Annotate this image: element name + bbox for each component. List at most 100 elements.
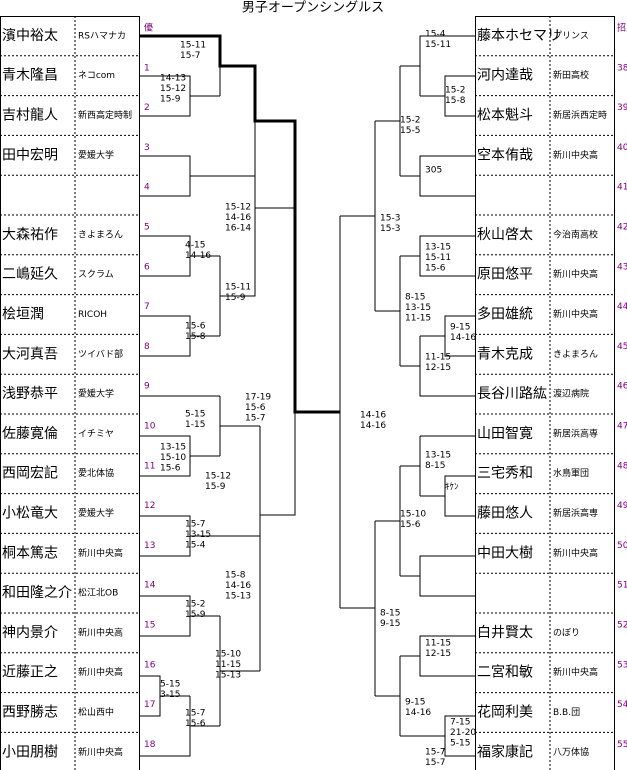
player-team: 新川中央高 xyxy=(553,547,598,559)
player-name: 藤本ホセマリ xyxy=(477,28,561,44)
match-score: 15-7 xyxy=(180,51,200,61)
match-score: 9-15 xyxy=(450,323,470,333)
match-score: 17-19 xyxy=(245,393,271,403)
draw-number: 15 xyxy=(144,621,155,631)
player-name: 白井賢太 xyxy=(477,625,533,641)
player-team: 新居浜西定時 xyxy=(553,109,607,121)
match-score: 8-15 xyxy=(405,293,425,303)
match-score: 16-14 xyxy=(225,224,251,234)
match-score: 15-7 xyxy=(185,520,205,530)
match-score: 8-15 xyxy=(425,461,445,471)
match-score: 14-16 xyxy=(185,251,211,261)
right-bracket-lines xyxy=(339,35,475,757)
match-score: 15-10 xyxy=(215,650,241,660)
draw-number: 16 xyxy=(144,660,156,670)
player-name: 原田悠平 xyxy=(477,267,533,283)
match-score: 15-8 xyxy=(185,332,206,342)
match-score: 11-15 xyxy=(405,314,431,324)
match-score: 11-15 xyxy=(215,660,241,670)
player-name: 和田隆之介 xyxy=(2,585,72,601)
player-team: 新川中央高 xyxy=(553,308,598,320)
draw-number: 49 xyxy=(617,501,627,511)
match-score: 14-16 xyxy=(225,213,251,223)
match-score: 15-3 xyxy=(380,224,400,234)
match-score: 15-4 xyxy=(185,541,206,551)
match-score: 14-16 xyxy=(225,581,251,591)
player-team: 八万体協 xyxy=(553,746,589,758)
match-score: 15-7 xyxy=(245,414,265,424)
draw-number: 41 xyxy=(617,183,627,193)
player-team: 新川中央高 xyxy=(78,746,123,758)
player-team: 新川中央高 xyxy=(553,149,598,161)
player-name: 長谷川路紘 xyxy=(477,386,547,402)
draw-number: 48 xyxy=(617,461,627,471)
draw-number: 42 xyxy=(617,223,627,233)
left-bracket-lines xyxy=(140,34,340,757)
match-score: 15-11 xyxy=(180,41,206,51)
draw-number: 2 xyxy=(144,103,150,113)
player-name: 藤田悠人 xyxy=(477,506,533,522)
player-team: イチミヤ xyxy=(78,428,114,439)
draw-number: 53 xyxy=(617,660,627,670)
match-score: 3-15 xyxy=(160,690,180,700)
player-name: 青木隆昌 xyxy=(2,68,58,84)
match-score: 11-15 xyxy=(425,639,451,649)
match-score: 15-6 xyxy=(185,322,206,332)
player-name: 西岡宏記 xyxy=(2,465,58,482)
match-score: 4-15 xyxy=(185,241,205,251)
player-team: 新田高校 xyxy=(553,69,589,81)
player-name: 桧垣潤 xyxy=(2,307,44,323)
match-score: 15-6 xyxy=(425,264,446,274)
player-team: 渡辺病院 xyxy=(553,388,589,400)
match-score: 15-3 xyxy=(380,214,400,224)
player-team: B.B.団 xyxy=(553,707,580,718)
draw-number: 11 xyxy=(144,461,155,471)
player-team: ツイバド部 xyxy=(78,348,123,360)
match-score: 15-11 xyxy=(425,253,451,263)
player-team: ネコcom xyxy=(78,70,115,81)
draw-number: 4 xyxy=(144,183,150,193)
draw-number: 40 xyxy=(617,143,627,153)
match-score: 15-10 xyxy=(400,510,426,520)
player-name: 二嶋延久 xyxy=(2,267,58,283)
player-name: 秋山啓太 xyxy=(477,227,533,243)
player-team: 愛北体協 xyxy=(78,467,114,479)
player-name: 小田朋樹 xyxy=(2,744,58,760)
match-score: 15-7 xyxy=(425,748,445,758)
match-score: 13-15 xyxy=(185,530,211,540)
player-name: 三宅秀和 xyxy=(477,466,533,482)
player-name: 吉村龍人 xyxy=(2,107,58,124)
player-name: 田中宏明 xyxy=(2,147,58,163)
match-score: 5-15 xyxy=(450,739,470,749)
match-score: 15-10 xyxy=(160,453,186,463)
match-score: 14-16 xyxy=(360,421,386,431)
draw-number: 46 xyxy=(617,382,627,392)
match-score: 15-12 xyxy=(225,203,251,213)
player-team: RSハマナカ xyxy=(78,30,126,41)
player-team: 新川中央高 xyxy=(78,666,123,678)
match-score: 13-15 xyxy=(405,303,431,313)
draw-number: 7 xyxy=(144,302,150,312)
draw-number: 13 xyxy=(144,541,155,551)
match-score: 8-15 xyxy=(380,609,400,619)
player-name: 大森祐作 xyxy=(2,227,58,243)
match-score: 15-8 xyxy=(225,571,246,581)
match-score: 13-15 xyxy=(425,451,451,461)
player-team: 新川中央高 xyxy=(78,547,123,559)
match-score: 11-15 xyxy=(425,353,451,363)
player-team: のぼり xyxy=(553,627,580,638)
draw-number: 54 xyxy=(617,700,627,710)
match-score: 14-16 xyxy=(450,333,476,343)
match-score: 1-15 xyxy=(185,420,205,430)
match-score: 13-15 xyxy=(425,243,451,253)
match-score: 15-12 xyxy=(205,472,231,482)
player-name: 空本侑哉 xyxy=(477,147,533,163)
draw-number: 招 xyxy=(617,22,626,34)
draw-number: 45 xyxy=(617,342,627,352)
draw-number: 3 xyxy=(144,143,150,153)
player-team: スクラム xyxy=(78,269,114,280)
match-score: 14-13 xyxy=(160,74,186,84)
match-score: 14-16 xyxy=(405,708,431,718)
player-team: きよまろん xyxy=(553,349,598,360)
